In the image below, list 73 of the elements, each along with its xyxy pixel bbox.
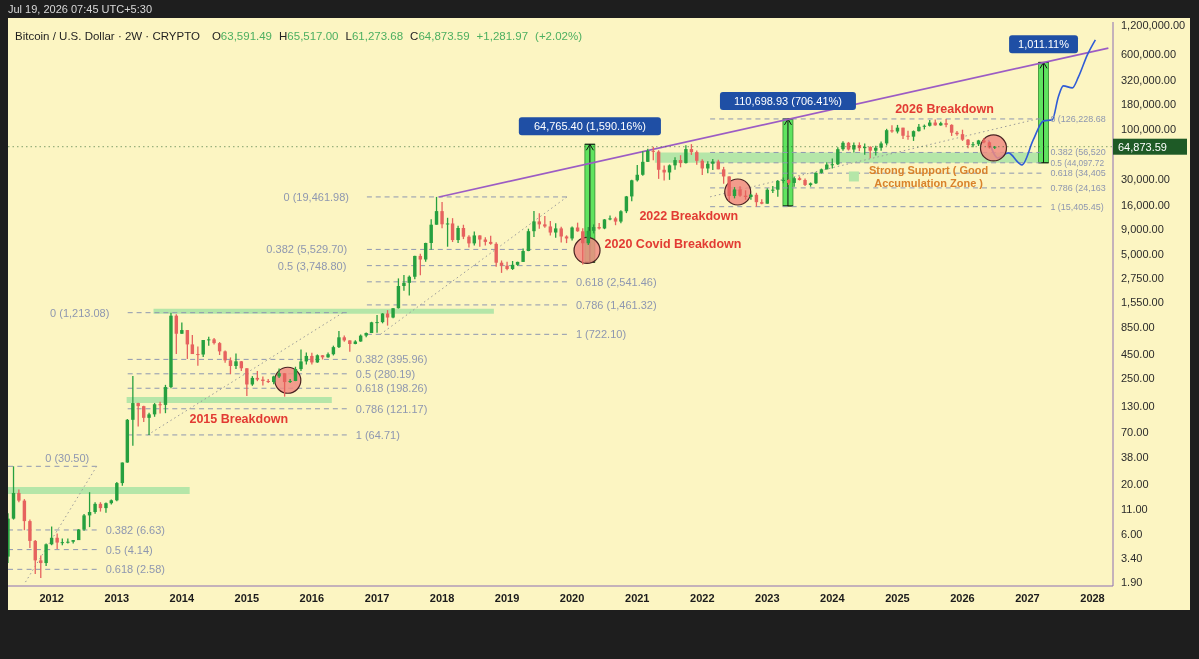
- series-label: 1 (722.10): [575, 328, 627, 341]
- x-tick-label: 2017: [364, 591, 390, 604]
- x-tick-label: 2026: [950, 591, 975, 604]
- x-tick-label: 2015: [234, 591, 260, 604]
- y-tick-label: 100,000.00: [1121, 122, 1177, 135]
- x-tick-label: 2018: [429, 591, 455, 604]
- x-tick-label: 2021: [625, 591, 650, 604]
- text: Jul 19, 2026 07:45 UTC+5:30: [8, 3, 153, 15]
- x-tick-label: 2023: [755, 591, 780, 604]
- y-tick-label: 2,750.00: [1121, 272, 1164, 285]
- x-tick-label: 2022: [690, 591, 715, 604]
- text: O63,591.49 H65,517.00 L61,273.68 C64,873.59 +1,281.97 (+2.02%): [211, 30, 583, 42]
- y-tick-label: 130.00: [1121, 399, 1155, 412]
- annotation: 2015 Breakdown: [189, 412, 289, 427]
- y-tick-label: 1,550.00: [1121, 296, 1164, 309]
- series-label: 0.786 (24,163: [1050, 182, 1106, 193]
- data-label: 110,698.93 (706.41%): [733, 94, 842, 107]
- x-tick-label: 2016: [299, 591, 325, 604]
- x-tick-label: 2028: [1080, 591, 1105, 604]
- y-tick-label: 450.00: [1121, 347, 1155, 360]
- series-label: 0.5 (280.19): [355, 367, 416, 380]
- y-tick-label: 38.00: [1121, 451, 1149, 464]
- series-label: 1 (64.71): [355, 428, 400, 441]
- series-label: 0 (30.50): [45, 452, 90, 465]
- series-label: 0.618 (2,541.46): [575, 275, 657, 288]
- series-label: 0.5 (44,097.72: [1050, 157, 1105, 168]
- x-tick-label: 2024: [820, 591, 846, 604]
- y-tick-label: 6.00: [1121, 528, 1143, 541]
- series-label: 0.382 (6.63): [105, 523, 166, 536]
- annotation: 2020 Covid Breakdown: [604, 237, 742, 252]
- series-label: 0.382 (56,520: [1050, 147, 1106, 158]
- series-label: 0.382 (395.96): [355, 353, 428, 366]
- annotation: 2022 Breakdown: [639, 209, 739, 224]
- series-label: 0.5 (4.14): [105, 543, 153, 556]
- y-tick-label: 30,000.00: [1121, 172, 1170, 185]
- series-label: 0.618 (34,405: [1050, 168, 1106, 179]
- series-label: 0.382 (5,529.70): [266, 243, 348, 256]
- y-tick-label: 1,200,000.00: [1121, 18, 1186, 31]
- y-tick-label: 16,000.00: [1121, 199, 1170, 211]
- y-tick-label: 600,000.00: [1121, 47, 1177, 60]
- series-label: 0 (1,213.08): [50, 306, 110, 319]
- y-tick-label: 1.90: [1121, 576, 1143, 588]
- series-label: 0.786 (121.17): [355, 402, 428, 415]
- series-label: 0.618 (2.58): [105, 563, 166, 576]
- x-tick-label: 2012: [39, 591, 64, 604]
- series-label: 1 (15,405.45): [1050, 201, 1104, 212]
- ref-line-label: 64,873.59: [1118, 140, 1167, 153]
- legend-label: Strong Support ( Good Accumulation Zone ): [869, 164, 989, 189]
- y-tick-label: 5,000.00: [1121, 247, 1164, 260]
- text: Bitcoin / U.S. Dollar · 2W · CRYPTO: [15, 30, 200, 42]
- y-tick-label: 850.00: [1121, 321, 1155, 334]
- annotation: 2026 Breakdown: [895, 101, 994, 116]
- series-label: 0.618 (198.26): [355, 382, 428, 395]
- x-tick-label: 2014: [169, 591, 195, 604]
- y-tick-label: 3.40: [1121, 551, 1143, 564]
- y-tick-label: 180,000.00: [1121, 98, 1177, 111]
- y-tick-label: 320,000.00: [1121, 74, 1177, 87]
- annotation: 1,011.11%: [1018, 38, 1070, 51]
- y-tick-label: 11.00: [1121, 502, 1148, 515]
- x-tick-label: 2027: [1015, 591, 1040, 604]
- x-tick-label: 2019: [494, 591, 520, 604]
- y-tick-label: 70.00: [1121, 425, 1149, 438]
- series-label: 0 (126,228.68: [1050, 113, 1106, 124]
- data-label: 64,765.40 (1,590.16%): [533, 120, 646, 133]
- series-label: 0.5 (3,748.80): [277, 259, 347, 272]
- x-tick-label: 2020: [559, 591, 585, 604]
- series-label: 0.786 (1,461.32): [575, 298, 657, 311]
- y-tick-label: 9,000.00: [1121, 223, 1164, 235]
- y-tick-label: 20.00: [1121, 477, 1149, 490]
- x-tick-label: 2025: [885, 591, 910, 604]
- series-label: 0 (19,461.98): [283, 190, 349, 203]
- y-tick-label: 250.00: [1121, 372, 1155, 385]
- x-tick-label: 2013: [104, 591, 130, 604]
